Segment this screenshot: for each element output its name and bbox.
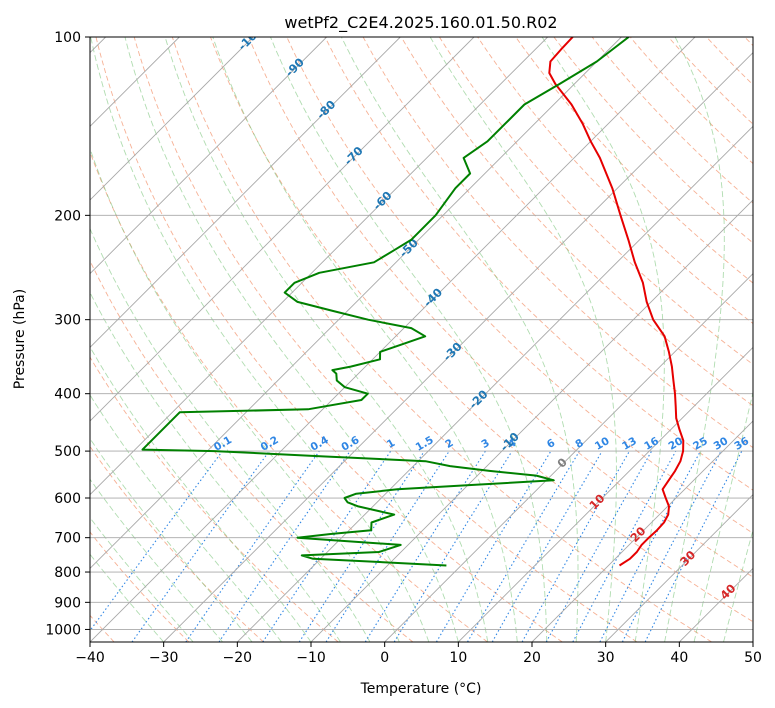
dry-adiabat-line xyxy=(439,37,753,365)
profile-series xyxy=(141,37,685,567)
y-tick-label: 600 xyxy=(54,491,81,507)
dry-adiabat-line xyxy=(171,37,712,642)
mixing-ratio-line xyxy=(262,450,392,642)
x-tick-label: 10 xyxy=(449,650,467,666)
moist-adiabat-line xyxy=(90,37,430,642)
dry-adiabat-line xyxy=(210,37,753,623)
moist-adiabat-line xyxy=(212,37,518,642)
mixing-ratio-line xyxy=(218,450,351,642)
moist-adiabat-line xyxy=(664,37,725,642)
isotherm-line xyxy=(90,37,696,642)
y-tick-label: 700 xyxy=(54,531,81,547)
mixing-ratio-line xyxy=(393,450,513,642)
x-tick-label: −10 xyxy=(296,650,326,666)
y-axis-label: Pressure (hPa) xyxy=(12,289,28,389)
x-tick-label: 50 xyxy=(744,650,762,666)
isotherm-line xyxy=(605,494,753,642)
y-tick-label: 400 xyxy=(54,387,81,403)
y-axis: 100 200 300 400 500 600 700 800 900 1000 xyxy=(45,30,90,638)
moist-adiabat-line xyxy=(90,478,223,642)
dry-adiabat-line xyxy=(90,531,190,642)
dry-adiabat-line xyxy=(90,150,488,642)
moist-adiabat-line xyxy=(124,37,459,642)
y-tick-label: 200 xyxy=(54,208,81,224)
moist-adiabat-line xyxy=(90,437,253,642)
mixing-ratio-line xyxy=(90,450,223,632)
chart-title: wetPf2_C2E4.2025.160.01.50.R02 xyxy=(284,13,557,33)
moist-adiabat-line xyxy=(90,394,282,642)
isotherm-line xyxy=(90,37,548,496)
mixing-ratio-line xyxy=(325,450,450,642)
moist-adiabat-line xyxy=(429,37,617,642)
mixing-ratio-line xyxy=(545,450,653,642)
mixing-ratio-line xyxy=(298,450,425,642)
isotherm-line xyxy=(90,37,327,275)
x-tick-label: 20 xyxy=(523,650,541,666)
mixing-ratio-line xyxy=(521,450,630,642)
isotherm-line xyxy=(90,37,475,422)
x-tick-label: 0 xyxy=(380,650,389,666)
x-tick-label: 30 xyxy=(597,650,615,666)
dry-adiabat-line xyxy=(400,37,753,407)
dry-adiabat-line xyxy=(591,37,753,204)
isotherm-line xyxy=(90,37,254,201)
dry-adiabat-line xyxy=(477,37,753,325)
plot-area: 0.1 0.2 0.4 0.6 1 1.5 2 3 4 6 8 10 13 16 20 25 30 36-100-… xyxy=(90,37,753,642)
dry-adiabat-line xyxy=(248,37,753,578)
mixing-ratio-line xyxy=(572,450,677,642)
mixing-ratio-line xyxy=(644,450,743,642)
x-tick-label: 40 xyxy=(670,650,688,666)
isobars xyxy=(90,37,753,630)
y-tick-label: 800 xyxy=(54,565,81,581)
y-tick-label: 900 xyxy=(54,595,81,611)
moist-adiabat-line xyxy=(90,516,194,642)
y-tick-label: 100 xyxy=(54,30,81,46)
dry-adiabat-line xyxy=(286,37,753,534)
isotherm-line xyxy=(458,346,753,642)
dry-adiabat-line xyxy=(90,259,414,642)
x-tick-label: −40 xyxy=(75,650,105,666)
x-tick-label: −30 xyxy=(149,650,179,666)
isotherm-line xyxy=(90,37,622,569)
moist-adiabat-line xyxy=(340,37,579,642)
isotherm-line xyxy=(531,420,753,642)
mixing-ratio-line xyxy=(131,450,270,642)
x-tick-label: −20 xyxy=(223,650,253,666)
moist-adiabat-line xyxy=(90,553,165,642)
isotherm-line xyxy=(90,37,401,348)
dewpoint-line xyxy=(141,37,630,567)
mixing-ratio-lines xyxy=(90,450,743,642)
x-axis-label: Temperature (°C) xyxy=(360,681,482,697)
moist-adiabat-line xyxy=(90,346,312,642)
isotherm-line xyxy=(163,52,753,642)
y-tick-label: 300 xyxy=(54,313,81,329)
isotherm-line xyxy=(310,199,753,642)
plot-frame xyxy=(89,36,754,643)
moist-adiabat-line xyxy=(541,37,665,642)
y-tick-label: 500 xyxy=(54,444,81,460)
dry-adiabat-line xyxy=(95,37,563,642)
moist-adiabat-line xyxy=(90,227,371,642)
dry-adiabat-line xyxy=(133,37,638,642)
mixing-ratio-line xyxy=(185,450,320,642)
x-axis: −40 −30 −20 −10 0 10 20 30 40 50 xyxy=(75,642,762,666)
isotherm-line xyxy=(384,273,753,642)
dry-adiabat-line xyxy=(553,37,753,244)
temperature-line xyxy=(548,37,685,567)
y-tick-label: 1000 xyxy=(45,622,81,638)
dry-adiabat-line xyxy=(324,37,753,491)
moist-adiabat-line xyxy=(90,147,400,642)
